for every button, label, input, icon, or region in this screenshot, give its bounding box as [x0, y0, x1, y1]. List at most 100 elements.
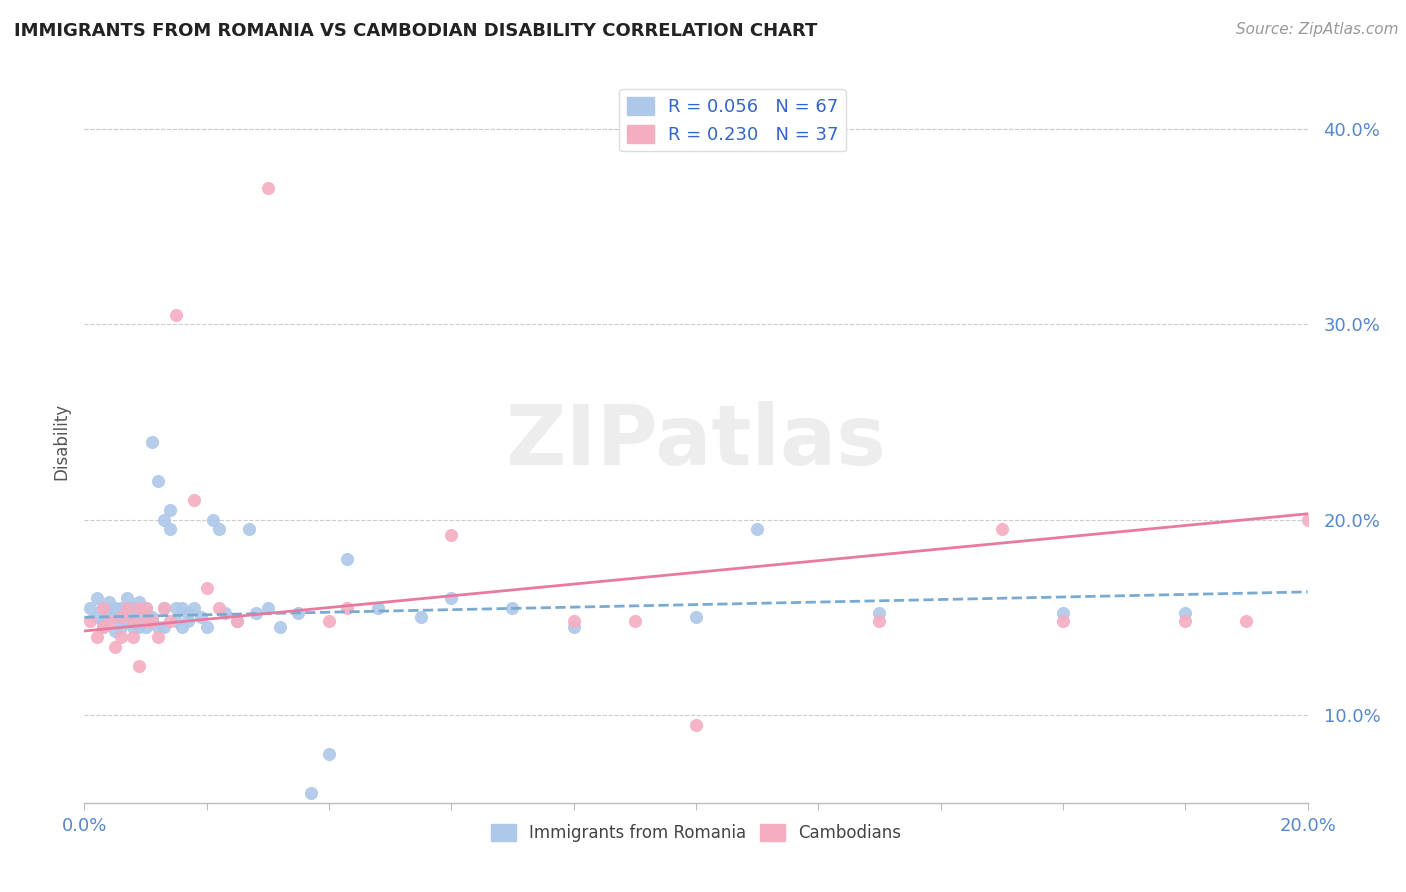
Point	[869, 607, 891, 621]
Point	[115, 600, 138, 615]
Point	[367, 600, 389, 615]
Point	[128, 620, 150, 634]
Point	[86, 591, 108, 605]
Point	[135, 614, 157, 628]
Point	[1296, 513, 1319, 527]
Point	[79, 614, 101, 628]
Point	[122, 620, 145, 634]
Point	[146, 630, 169, 644]
Point	[128, 659, 150, 673]
Point	[141, 610, 163, 624]
Text: Source: ZipAtlas.com: Source: ZipAtlas.com	[1236, 22, 1399, 37]
Point	[685, 610, 707, 624]
Point	[135, 600, 157, 615]
Point	[440, 528, 463, 542]
Point	[502, 600, 524, 615]
Point	[122, 600, 145, 615]
Y-axis label: Disability: Disability	[52, 403, 70, 480]
Point	[208, 600, 231, 615]
Point	[226, 614, 249, 628]
Point	[128, 607, 150, 621]
Legend: Immigrants from Romania, Cambodians: Immigrants from Romania, Cambodians	[484, 817, 908, 848]
Point	[624, 614, 647, 628]
Point	[172, 620, 194, 634]
Point	[685, 717, 707, 731]
Point	[440, 591, 463, 605]
Point	[115, 607, 138, 621]
Point	[159, 523, 181, 537]
Point	[177, 614, 200, 628]
Point	[141, 434, 163, 449]
Point	[183, 493, 205, 508]
Point	[562, 614, 585, 628]
Point	[104, 624, 127, 638]
Point	[257, 600, 280, 615]
Point	[201, 513, 224, 527]
Point	[115, 591, 138, 605]
Point	[104, 610, 127, 624]
Point	[195, 620, 218, 634]
Point	[135, 620, 157, 634]
Point	[245, 607, 267, 621]
Point	[91, 614, 114, 628]
Point	[287, 607, 309, 621]
Point	[115, 614, 138, 628]
Point	[238, 523, 260, 537]
Point	[1174, 614, 1197, 628]
Point	[104, 640, 127, 654]
Text: IMMIGRANTS FROM ROMANIA VS CAMBODIAN DISABILITY CORRELATION CHART: IMMIGRANTS FROM ROMANIA VS CAMBODIAN DIS…	[14, 22, 817, 40]
Point	[165, 600, 187, 615]
Point	[110, 630, 132, 644]
Point	[409, 610, 432, 624]
Point	[141, 614, 163, 628]
Point	[1174, 607, 1197, 621]
Point	[104, 600, 127, 615]
Point	[299, 786, 322, 800]
Point	[190, 610, 212, 624]
Point	[269, 620, 291, 634]
Point	[135, 610, 157, 624]
Point	[991, 523, 1014, 537]
Point	[97, 595, 120, 609]
Point	[86, 610, 108, 624]
Point	[97, 614, 120, 628]
Point	[97, 607, 120, 621]
Point	[122, 630, 145, 644]
Point	[91, 620, 114, 634]
Point	[336, 600, 359, 615]
Point	[562, 620, 585, 634]
Point	[747, 523, 769, 537]
Point	[128, 600, 150, 615]
Point	[110, 600, 132, 615]
Point	[318, 614, 340, 628]
Point	[153, 600, 176, 615]
Point	[91, 600, 114, 615]
Point	[226, 614, 249, 628]
Point	[257, 180, 280, 194]
Point	[128, 595, 150, 609]
Point	[165, 614, 187, 628]
Point	[183, 600, 205, 615]
Point	[115, 600, 138, 615]
Point	[146, 474, 169, 488]
Point	[122, 610, 145, 624]
Point	[869, 614, 891, 628]
Point	[110, 610, 132, 624]
Point	[86, 630, 108, 644]
Point	[208, 523, 231, 537]
Point	[165, 308, 187, 322]
Point	[214, 607, 236, 621]
Point	[1236, 614, 1258, 628]
Point	[153, 620, 176, 634]
Point	[159, 503, 181, 517]
Point	[172, 600, 194, 615]
Point	[91, 620, 114, 634]
Point	[153, 513, 176, 527]
Point	[318, 747, 340, 761]
Point	[1052, 614, 1074, 628]
Point	[146, 620, 169, 634]
Point	[110, 610, 132, 624]
Point	[153, 600, 176, 615]
Point	[110, 620, 132, 634]
Point	[79, 600, 101, 615]
